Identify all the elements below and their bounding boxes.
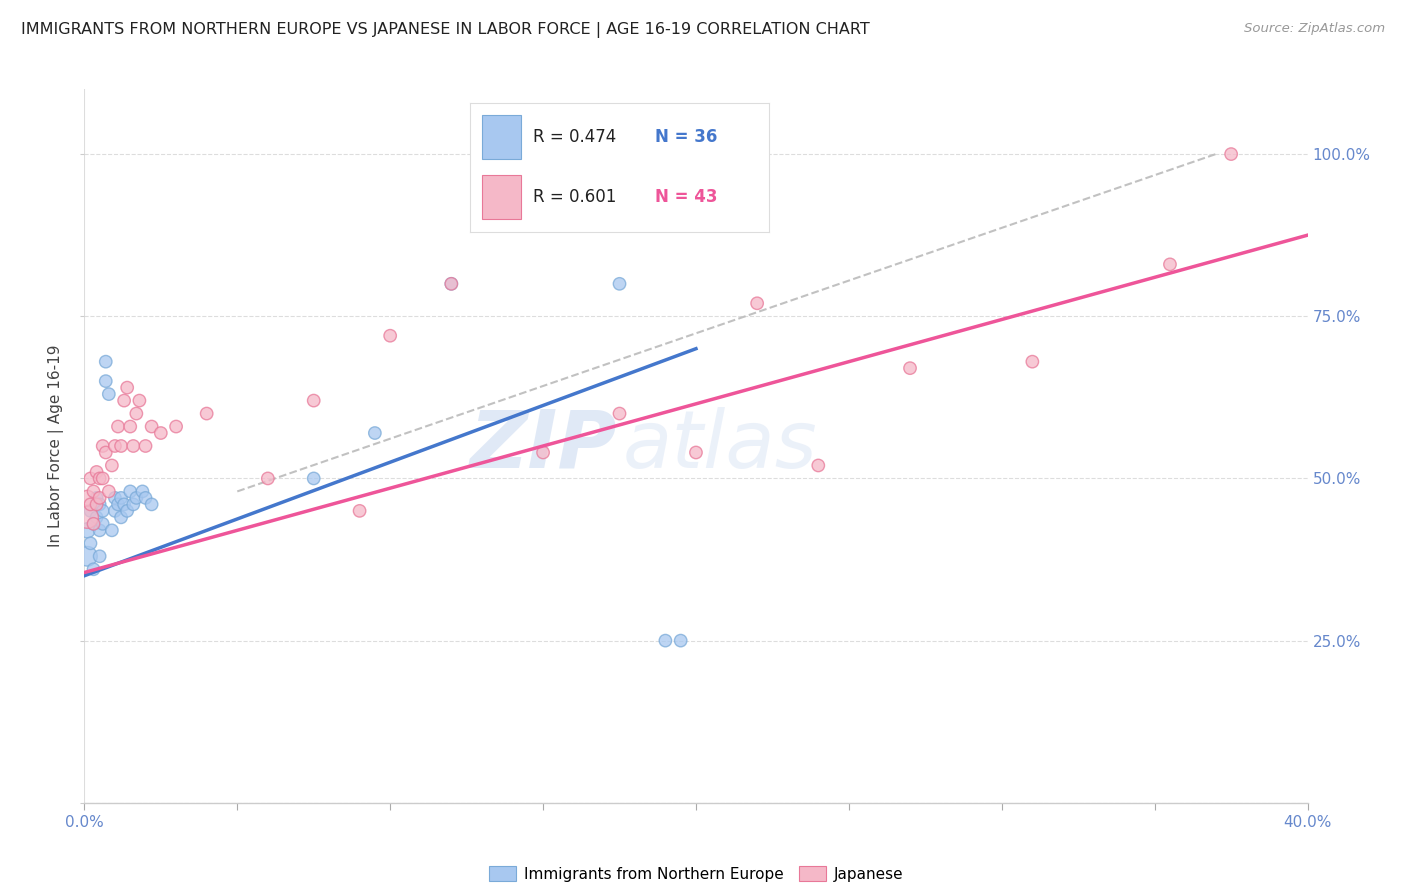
Point bbox=[86, 497, 108, 511]
Point bbox=[669, 633, 692, 648]
Y-axis label: In Labor Force | Age 16-19: In Labor Force | Age 16-19 bbox=[48, 344, 65, 548]
Point bbox=[86, 491, 108, 505]
Point bbox=[609, 407, 631, 421]
Point bbox=[122, 439, 145, 453]
Point bbox=[91, 504, 114, 518]
Point bbox=[104, 439, 127, 453]
Point bbox=[91, 471, 114, 485]
Point bbox=[141, 419, 163, 434]
Point bbox=[83, 516, 105, 531]
Point bbox=[364, 425, 387, 440]
Point bbox=[122, 497, 145, 511]
Point bbox=[141, 497, 163, 511]
Point bbox=[112, 497, 135, 511]
Point bbox=[91, 439, 114, 453]
Point bbox=[76, 524, 98, 538]
Text: ZIP: ZIP bbox=[470, 407, 616, 485]
Point bbox=[349, 504, 371, 518]
Point bbox=[302, 393, 325, 408]
Point bbox=[131, 484, 153, 499]
Text: Source: ZipAtlas.com: Source: ZipAtlas.com bbox=[1244, 22, 1385, 36]
Point bbox=[83, 562, 105, 576]
Point bbox=[125, 491, 148, 505]
Point bbox=[83, 484, 105, 499]
Point bbox=[112, 393, 135, 408]
Point bbox=[165, 419, 187, 434]
Point bbox=[89, 471, 111, 485]
Point bbox=[107, 497, 129, 511]
Point bbox=[89, 491, 111, 505]
Point bbox=[94, 374, 117, 388]
Legend: Immigrants from Northern Europe, Japanese: Immigrants from Northern Europe, Japanes… bbox=[482, 860, 910, 888]
Point bbox=[79, 471, 101, 485]
Point bbox=[76, 549, 98, 564]
Point bbox=[120, 484, 142, 499]
Point bbox=[125, 407, 148, 421]
Point bbox=[97, 387, 120, 401]
Point bbox=[531, 445, 554, 459]
Point bbox=[86, 465, 108, 479]
Point bbox=[135, 439, 157, 453]
Point bbox=[898, 361, 921, 376]
Point bbox=[609, 277, 631, 291]
Point bbox=[302, 471, 325, 485]
Point bbox=[89, 549, 111, 564]
Point bbox=[115, 504, 138, 518]
Point bbox=[76, 510, 98, 524]
Point bbox=[110, 510, 132, 524]
Point bbox=[83, 516, 105, 531]
Point bbox=[149, 425, 172, 440]
Point bbox=[94, 354, 117, 368]
Point bbox=[195, 407, 218, 421]
Point bbox=[685, 445, 707, 459]
Point bbox=[91, 516, 114, 531]
Point bbox=[86, 510, 108, 524]
Point bbox=[101, 524, 124, 538]
Point bbox=[104, 491, 127, 505]
Point bbox=[79, 504, 101, 518]
Point bbox=[120, 419, 142, 434]
Point bbox=[807, 458, 830, 473]
Point bbox=[440, 277, 463, 291]
Point bbox=[380, 328, 402, 343]
Point bbox=[128, 393, 150, 408]
Point bbox=[440, 277, 463, 291]
Point bbox=[115, 381, 138, 395]
Point bbox=[1159, 257, 1181, 271]
Point bbox=[79, 536, 101, 550]
Point bbox=[89, 497, 111, 511]
Point bbox=[110, 491, 132, 505]
Text: atlas: atlas bbox=[623, 407, 817, 485]
Point bbox=[135, 491, 157, 505]
Point bbox=[101, 458, 124, 473]
Point bbox=[257, 471, 280, 485]
Point bbox=[107, 419, 129, 434]
Point bbox=[110, 439, 132, 453]
Point bbox=[94, 445, 117, 459]
Point bbox=[104, 504, 127, 518]
Point bbox=[89, 524, 111, 538]
Point bbox=[654, 633, 676, 648]
Point bbox=[97, 484, 120, 499]
Point bbox=[747, 296, 769, 310]
Point bbox=[79, 497, 101, 511]
Text: IMMIGRANTS FROM NORTHERN EUROPE VS JAPANESE IN LABOR FORCE | AGE 16-19 CORRELATI: IMMIGRANTS FROM NORTHERN EUROPE VS JAPAN… bbox=[21, 22, 870, 38]
Point bbox=[1220, 147, 1243, 161]
Point bbox=[1021, 354, 1043, 368]
Point bbox=[76, 491, 98, 505]
